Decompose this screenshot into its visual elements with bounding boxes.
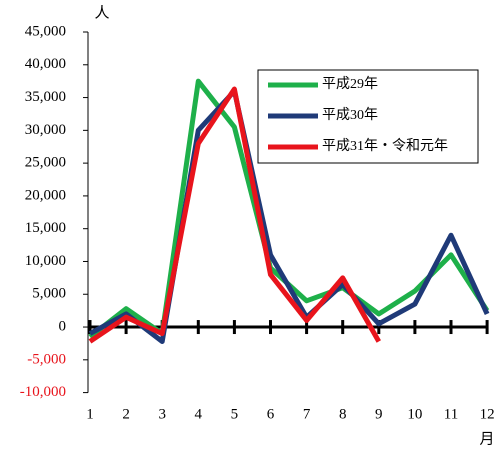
x-unit: 月 [479, 431, 494, 447]
y-tick-label: 40,000 [25, 56, 66, 72]
x-tick-label: 10 [407, 406, 422, 422]
y-unit: 人 [94, 4, 109, 21]
y-tick-label: 0 [59, 318, 67, 334]
legend-label: 平成31年・令和元年 [322, 138, 448, 154]
x-tick-label: 11 [444, 406, 458, 422]
x-tick-label: 5 [231, 406, 239, 422]
y-tick-label: 5,000 [32, 286, 66, 302]
y-tick-label: 30,000 [25, 122, 66, 138]
x-tick-label: 4 [195, 406, 203, 422]
y-tick-label: -5,000 [27, 351, 66, 367]
y-tick-label: 35,000 [25, 89, 66, 105]
series-line [88, 86, 381, 344]
y-tick-label: 20,000 [25, 187, 66, 203]
x-tick-label: 12 [480, 406, 495, 422]
y-tick-label: 45,000 [25, 23, 66, 39]
y-tick-label: 15,000 [25, 220, 66, 236]
x-tick-label: 8 [339, 406, 347, 422]
legend-label: 平成29年 [322, 76, 378, 92]
y-tick-label: -10,000 [20, 384, 66, 400]
y-tick-label: 10,000 [25, 253, 66, 269]
legend-label: 平成30年 [322, 107, 378, 123]
x-tick-label: 9 [375, 406, 383, 422]
y-tick-label: 25,000 [25, 155, 66, 171]
x-tick-label: 2 [122, 406, 130, 422]
x-tick-label: 6 [267, 406, 275, 422]
x-tick-label: 7 [303, 406, 311, 422]
series-line [88, 88, 490, 344]
x-tick-label: 1 [86, 406, 94, 422]
x-tick-label: 3 [158, 406, 166, 422]
